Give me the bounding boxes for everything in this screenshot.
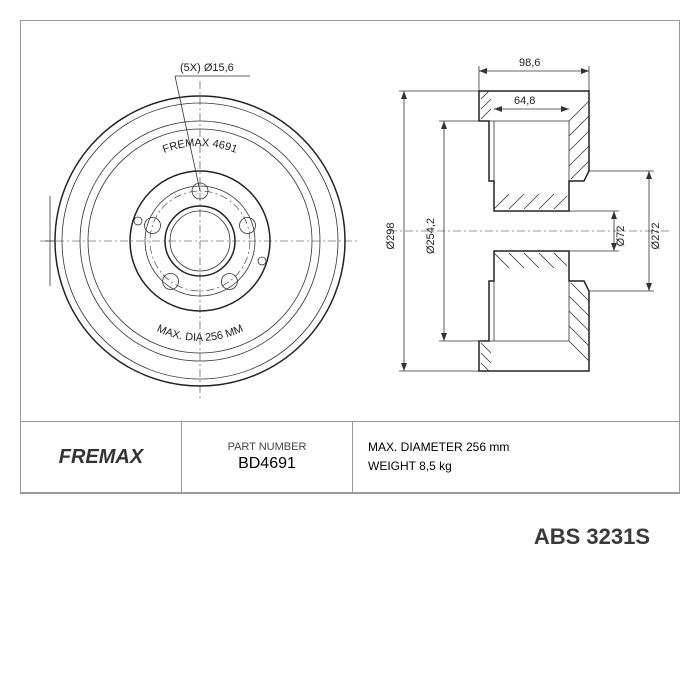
front-view: FREMAX 4691 MAX. DIA 256 MM (5X) Ø15,6 [21, 21, 379, 421]
part-number-cell: PART NUMBER BD4691 [182, 422, 353, 492]
drawing-area: FREMAX 4691 MAX. DIA 256 MM (5X) Ø15,6 [21, 21, 679, 422]
spec-weight: WEIGHT 8,5 kg [368, 457, 679, 476]
spec-cell: MAX. DIAMETER 256 mm WEIGHT 8,5 kg [353, 422, 679, 492]
part-label: PART NUMBER [228, 441, 307, 453]
dim-d1: Ø298 [385, 223, 397, 250]
dim-d3: Ø72 [615, 226, 627, 247]
drawing-frame: FREMAX 4691 MAX. DIA 256 MM (5X) Ø15,6 [20, 20, 680, 494]
info-row: FREMAX PART NUMBER BD4691 MAX. DIAMETER … [21, 422, 679, 493]
brand-logo: FREMAX [21, 422, 182, 492]
spec-max-diameter: MAX. DIAMETER 256 mm [368, 438, 679, 457]
dim-inner-width: 64,8 [514, 95, 535, 107]
dim-d2: Ø254,2 [425, 218, 437, 254]
footer-code: ABS 3231S [20, 494, 680, 550]
bolt-annotation: (5X) Ø15,6 [180, 62, 234, 74]
dim-width-top: 98,6 [519, 57, 540, 69]
part-number: BD4691 [238, 455, 296, 473]
dim-d4: Ø272 [650, 223, 662, 250]
side-view: 98,6 64,8 [379, 21, 679, 421]
